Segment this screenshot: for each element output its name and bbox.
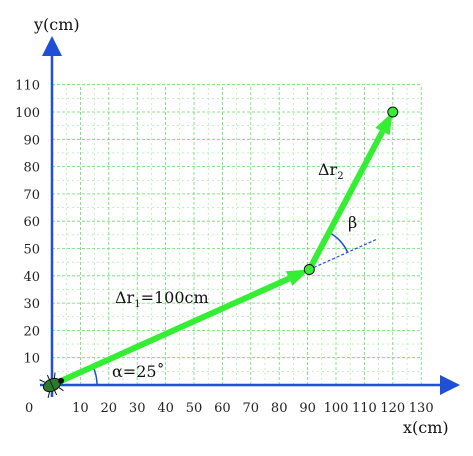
- y-tick-label: 80: [23, 161, 40, 176]
- dr2-symbol: Δr: [318, 160, 338, 179]
- y-tick-label: 50: [23, 243, 40, 258]
- x-tick-label: 110: [352, 401, 377, 416]
- x-tick-label: 10: [72, 401, 89, 416]
- x-tick-label: 130: [409, 401, 434, 416]
- x-axis-title: x(cm): [403, 418, 449, 437]
- beetle-icon: [39, 372, 65, 398]
- beta-label: β: [348, 213, 357, 232]
- x-tick-label: 70: [243, 401, 260, 416]
- y-tick-label: 110: [15, 79, 40, 94]
- beta-arc: [328, 231, 349, 253]
- vectors: [50, 112, 393, 388]
- y-tick-label: 60: [23, 215, 40, 230]
- y-tick-label: 30: [23, 297, 40, 312]
- alpha-label: α=25˚: [112, 362, 165, 381]
- point-2: [387, 106, 399, 118]
- y-tick-label: 40: [23, 270, 40, 285]
- y-tick-label: 90: [23, 133, 40, 148]
- y-tick-labels: 10 20 30 40 50 60 70 80 90 100 110: [15, 79, 40, 367]
- x-tick-label: 40: [157, 401, 174, 416]
- dr2-label: Δr2: [318, 160, 344, 182]
- dr1-symbol: Δr: [115, 288, 135, 307]
- y-tick-label: 20: [23, 324, 40, 339]
- y-tick-label: 10: [23, 352, 40, 367]
- x-tick-label: 80: [271, 401, 288, 416]
- x-tick-label: 20: [101, 401, 118, 416]
- y-tick-label: 100: [15, 106, 40, 121]
- y-axis-title: y(cm): [33, 15, 80, 34]
- dr2-subscript: 2: [337, 171, 343, 182]
- dr1-subscript: 1: [134, 299, 140, 310]
- dr1-value: =100cm: [141, 288, 209, 307]
- x-tick-label: 100: [324, 401, 349, 416]
- x-tick-label: 60: [214, 401, 231, 416]
- vector-dr2-head: [375, 112, 393, 136]
- beta-reference-line: [309, 238, 378, 271]
- x-tick-labels: 10 20 30 40 50 60 70 80 90 100 110 120 130: [72, 401, 433, 416]
- dr1-label: Δr1=100cm: [115, 288, 209, 310]
- vector-dr1-head: [285, 269, 310, 286]
- x-tick-label: 90: [299, 401, 316, 416]
- grid: [52, 84, 422, 386]
- vector-dr2-shaft: [306, 130, 386, 271]
- x-tick-label: 30: [129, 401, 146, 416]
- origin-label: 0: [25, 401, 33, 416]
- x-tick-label: 50: [186, 401, 203, 416]
- vector-dr1-shaft: [50, 275, 291, 388]
- x-tick-label: 120: [380, 401, 405, 416]
- y-tick-label: 70: [23, 188, 40, 203]
- point-1: [303, 264, 315, 276]
